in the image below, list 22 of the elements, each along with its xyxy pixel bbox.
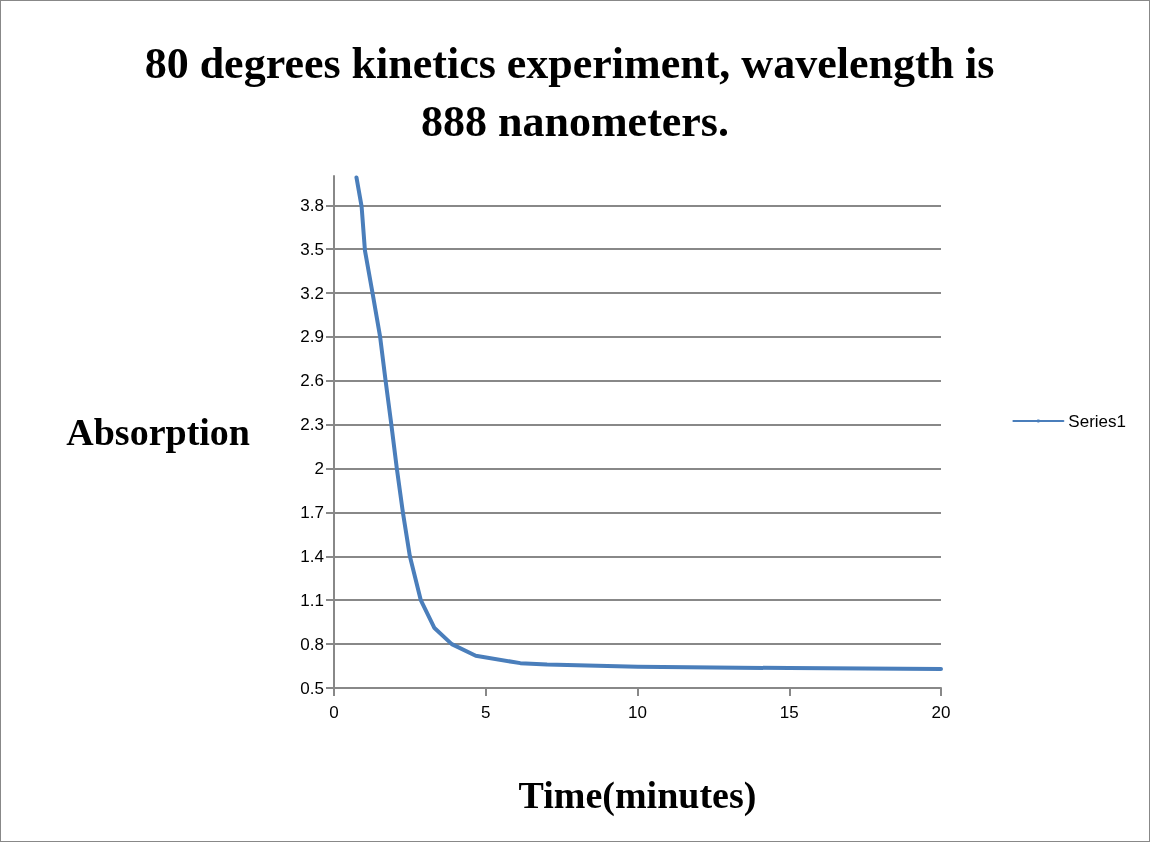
x-tick-label: 5 [481, 703, 491, 722]
y-tick-label: 2.9 [300, 327, 324, 347]
legend-label: Series1 [1068, 411, 1126, 431]
x-tick-label: 0 [329, 703, 339, 722]
y-tick-label: 2 [314, 459, 324, 479]
y-tick-label: 0.8 [300, 634, 324, 654]
y-axis-title: Absorption [66, 411, 250, 453]
y-tick-label: 0.5 [300, 678, 324, 698]
y-tick-label: 2.3 [300, 415, 324, 435]
x-tick-label: 20 [931, 703, 951, 722]
x-tick-label: 10 [628, 703, 647, 722]
y-tick-label: 1.4 [300, 546, 324, 566]
y-tick-label: 1.1 [300, 590, 324, 610]
chart-title: 80 degrees kinetics experiment, wavelength is 888 nanometers. [144, 38, 1006, 146]
y-tick-label: 3.5 [300, 239, 324, 259]
y-tick-label: 2.6 [300, 371, 324, 391]
y-tick-label: 1.7 [300, 502, 324, 522]
line-series [354, 175, 943, 671]
y-tick-label: 3.2 [300, 283, 324, 303]
x-axis-title: Time(minutes) [518, 774, 757, 817]
y-tick-label: 3.8 [300, 195, 324, 215]
x-tick-label: 15 [779, 703, 799, 722]
